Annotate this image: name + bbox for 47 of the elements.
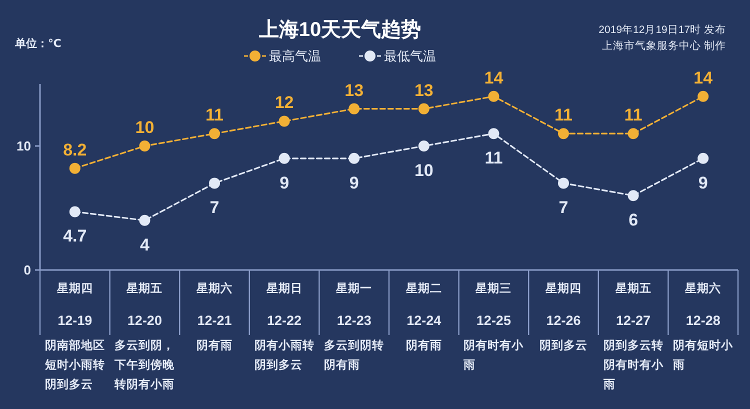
data-label: 14: [484, 68, 504, 88]
data-label: 7: [210, 198, 220, 218]
text: 阴有雨: [196, 339, 232, 352]
data-label: 14: [694, 68, 714, 88]
data-label: 11: [624, 106, 642, 125]
text: 阴南部地区短时小雨转阴到多云: [44, 338, 105, 391]
data-label: 12: [274, 93, 294, 112]
category-label: 星期一 12-23: [336, 283, 372, 328]
data-label: 9: [698, 173, 708, 192]
data-label: 11: [484, 148, 503, 168]
data-label: 11: [554, 106, 572, 125]
text: 阴有小雨转阴到多云: [254, 338, 314, 372]
legend-label: 最低气温: [384, 48, 436, 64]
legend-label: 最高气温: [269, 48, 321, 64]
category-label: 星期五 12-20: [126, 283, 163, 328]
y-tick-label: 0: [24, 262, 31, 278]
text: 阴到多云转阴有时有小雨: [602, 338, 664, 391]
category-label: 星期四 12-26: [546, 283, 582, 328]
data-label: 6: [628, 210, 638, 230]
category-label: 星期日 12-22: [266, 283, 302, 328]
text: 多云到阴转阴有雨: [324, 338, 384, 372]
category-label: 星期三 12-25: [476, 283, 512, 328]
data-label: 4.7: [63, 226, 87, 246]
chart-title: 上海10天天气趋势: [258, 19, 422, 41]
text: 阴有短时小雨: [672, 338, 734, 372]
data-label: 9: [280, 173, 290, 192]
category-label: 星期五 12-27: [615, 283, 652, 328]
data-label: 4: [140, 235, 150, 254]
category-label: 星期六 12-28: [685, 283, 722, 328]
text: 阴到多云: [540, 338, 588, 352]
data-label: 13: [414, 80, 434, 100]
data-label: 8.2: [63, 140, 87, 160]
text: 阴有时有小雨: [462, 338, 525, 372]
category-label: 星期六 12-21: [196, 283, 232, 328]
text: 阴有雨: [406, 339, 442, 352]
text: 多云到阴，下午到傍晚转阴有小雨: [114, 338, 176, 391]
data-label: 10: [414, 161, 434, 180]
data-label: 11: [206, 106, 224, 125]
text: 上海市气象服务中心 制作: [602, 39, 726, 52]
data-label: 9: [349, 173, 359, 192]
y-axis-title: 单位：℃: [14, 37, 62, 50]
category-label: 星期二 12-24: [406, 283, 442, 328]
text: 2019年12月19日17时 发布: [598, 23, 726, 36]
data-label: 7: [558, 198, 568, 218]
data-label: 10: [135, 118, 154, 137]
category-label: 星期四 12-19: [56, 283, 93, 328]
data-label: 13: [344, 80, 364, 100]
